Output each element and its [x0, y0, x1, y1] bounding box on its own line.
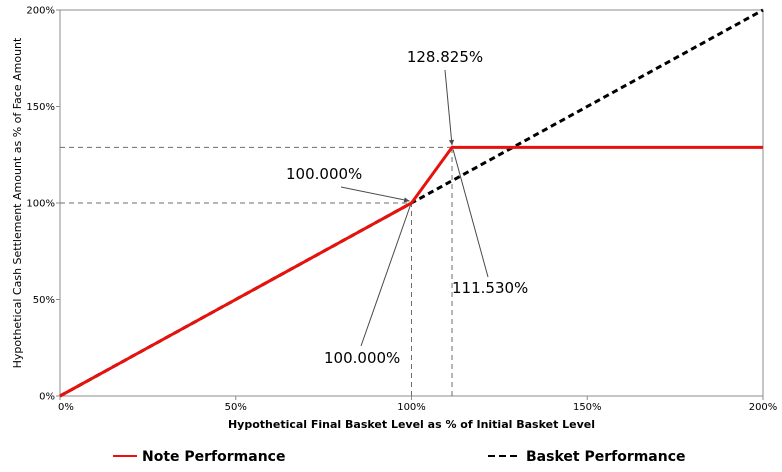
annotation-cap-level: 128.825% [407, 48, 483, 66]
y-axis-title: Hypothetical Cash Settlement Amount as %… [11, 37, 24, 368]
x-axis-title: Hypothetical Final Basket Level as % of … [228, 418, 595, 431]
annotation-upper-100: 100.000% [286, 165, 362, 183]
annotation-leader-line [360, 204, 411, 347]
y-axis-tick-label: 100% [26, 199, 55, 210]
x-axis-tick-label: 200% [749, 402, 778, 413]
y-axis-tick-label: 50% [33, 295, 55, 306]
annotation-leader-line [452, 149, 489, 278]
annotation-max-return-level: 111.530% [452, 279, 528, 297]
annotation-leader-line [444, 69, 453, 146]
y-axis-tick-label: 0% [39, 392, 55, 403]
x-axis-tick-label: 100% [397, 402, 426, 413]
x-axis-tick-label: 50% [225, 402, 247, 413]
annotation-leader-line [340, 186, 410, 202]
legend-label-basket-performance: Basket Performance [526, 449, 686, 465]
y-axis-tick-label: 150% [26, 102, 55, 113]
x-axis-tick-label: 150% [573, 402, 602, 413]
annotation-arrowhead [403, 197, 410, 203]
x-axis-tick-label: 0% [58, 402, 74, 413]
annotation-arrowhead [448, 139, 455, 146]
annotation-lower-100: 100.000% [324, 349, 400, 367]
legend-label-note-performance: Note Performance [142, 449, 285, 465]
y-axis-tick-label: 200% [26, 6, 55, 17]
note-performance-line [59, 145, 763, 398]
